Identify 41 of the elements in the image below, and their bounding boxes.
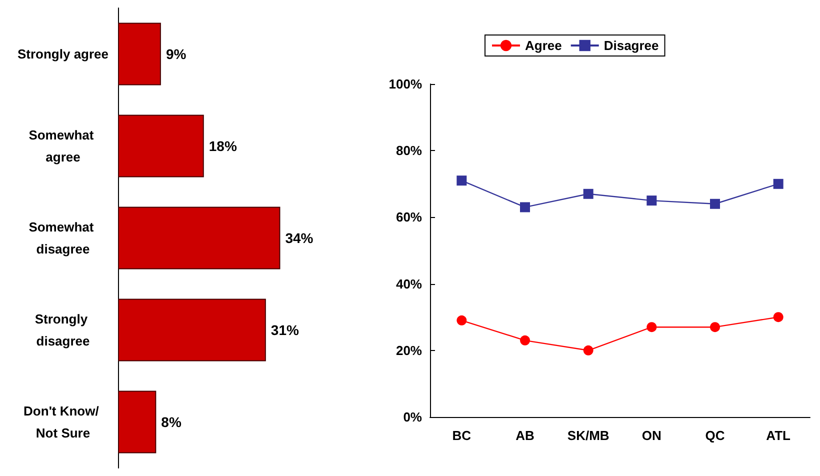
data-label: 31% bbox=[270, 322, 300, 338]
point bbox=[520, 335, 530, 346]
x-tick-label: SK/MB bbox=[567, 428, 610, 443]
point bbox=[583, 345, 594, 356]
point bbox=[710, 322, 720, 332]
point bbox=[646, 196, 657, 206]
y-tick-label: Don't Know/ Not Sure bbox=[24, 404, 102, 440]
y-tick-label: 80% bbox=[396, 143, 422, 158]
y-tick-label: Strongly disagree bbox=[34, 312, 92, 348]
point bbox=[456, 176, 467, 186]
point bbox=[520, 202, 530, 212]
x-tick-label: ON bbox=[642, 428, 662, 443]
point bbox=[646, 322, 657, 332]
y-tick-label: 0% bbox=[403, 410, 422, 424]
y-tick-label: 20% bbox=[396, 342, 422, 358]
point bbox=[583, 188, 594, 199]
data-label: 34% bbox=[285, 230, 314, 246]
y-tick-label: 60% bbox=[396, 210, 422, 225]
x-tick-label: ATL bbox=[766, 428, 791, 443]
bar bbox=[118, 206, 280, 270]
y-tick-label: 40% bbox=[396, 276, 422, 292]
x-tick-label: AB bbox=[516, 428, 534, 443]
bar bbox=[118, 22, 161, 86]
point bbox=[456, 315, 467, 326]
data-label: 8% bbox=[161, 414, 182, 430]
data-label: 18% bbox=[208, 138, 238, 154]
x-tick-label: QC bbox=[705, 428, 726, 443]
y-tick-label: Strongly agree bbox=[17, 46, 109, 62]
bar bbox=[118, 390, 156, 454]
y-tick-label: Somewhat disagree bbox=[28, 220, 98, 256]
bar bbox=[118, 298, 266, 362]
y-tick-label: Somewhat agree bbox=[28, 128, 98, 164]
x-tick-label: BC bbox=[452, 428, 472, 443]
point bbox=[710, 198, 720, 209]
bar bbox=[118, 114, 204, 178]
y-tick-label: 100% bbox=[388, 76, 422, 92]
legend-label: Agree bbox=[525, 38, 562, 53]
point bbox=[773, 178, 784, 189]
point bbox=[773, 312, 784, 322]
data-label: 9% bbox=[166, 46, 187, 62]
legend-label: Disagree bbox=[604, 38, 659, 53]
